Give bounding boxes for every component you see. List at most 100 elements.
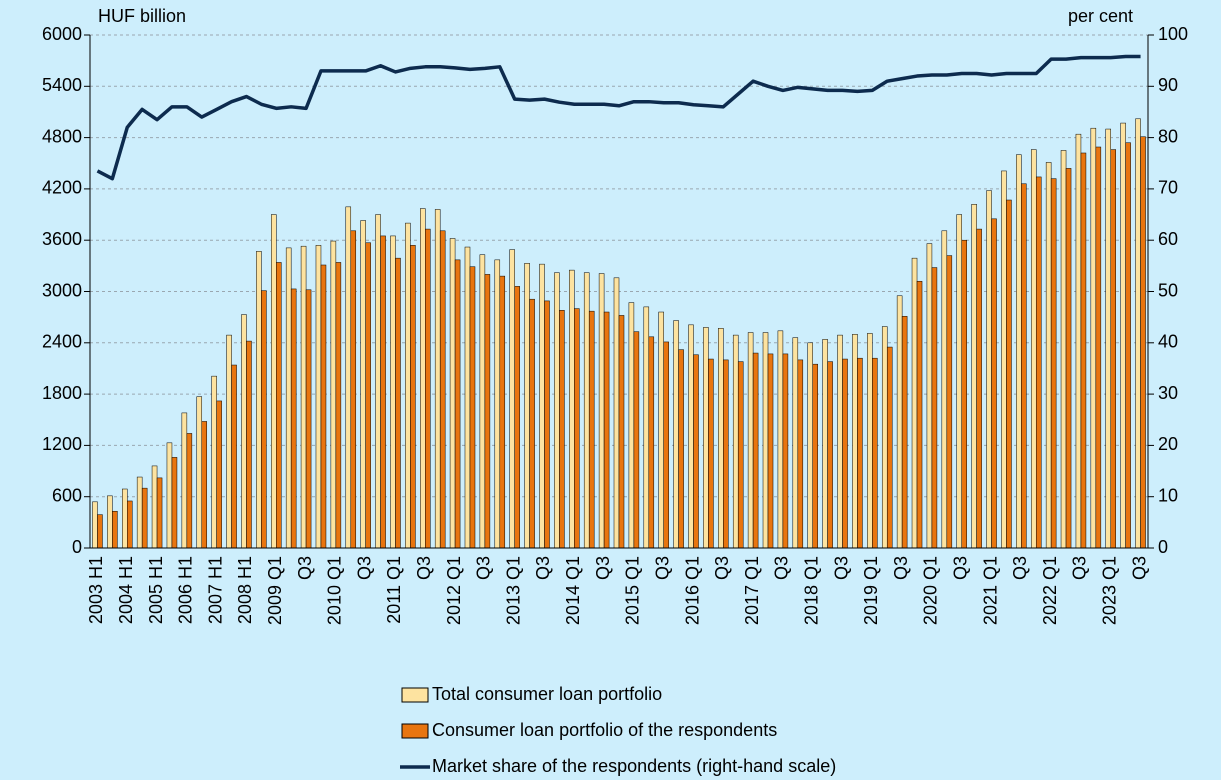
bar (961, 239, 967, 549)
bar (211, 375, 217, 549)
bar (256, 251, 262, 549)
y2-tick-label: 80 (1158, 126, 1178, 146)
bar (1021, 183, 1027, 549)
bar (797, 359, 804, 549)
bar (300, 245, 307, 549)
y-tick-label: 4200 (42, 178, 82, 198)
x-tick-label: Q3 (533, 556, 553, 580)
bar (569, 269, 575, 549)
bar (1065, 168, 1072, 549)
bar (693, 354, 699, 549)
bar (315, 245, 322, 549)
x-tick-label: Q3 (1129, 556, 1149, 580)
bar (1030, 149, 1037, 549)
x-tick-label: Q3 (712, 556, 732, 580)
bar (529, 298, 535, 549)
x-tick-label: 2008 H1 (235, 556, 255, 624)
bar (613, 277, 620, 549)
bar (1016, 154, 1022, 549)
x-tick-label: 2011 Q1 (384, 556, 404, 624)
y2-tick-label: 90 (1158, 75, 1178, 95)
x-tick-label: 2014 Q1 (563, 556, 583, 625)
bar (499, 275, 506, 549)
bar (976, 228, 982, 549)
bar (186, 433, 193, 549)
bar (732, 334, 739, 549)
y2-tick-label: 60 (1158, 229, 1178, 249)
bar (708, 358, 714, 549)
bar (434, 209, 441, 549)
x-tick-label: 2018 Q1 (801, 556, 821, 625)
bar (539, 263, 545, 549)
bar (439, 230, 446, 549)
bar (425, 228, 431, 549)
x-tick-label: 2007 H1 (205, 556, 225, 624)
bar (360, 220, 366, 549)
bar (484, 274, 491, 549)
y-tick-label: 1200 (42, 434, 82, 454)
bar (261, 290, 267, 549)
y2-tick-label: 0 (1158, 537, 1168, 557)
bar (1075, 133, 1082, 549)
bar (926, 243, 933, 549)
y2-tick-label: 70 (1158, 178, 1178, 198)
x-tick-label: 2015 Q1 (623, 556, 643, 625)
bar (583, 272, 590, 549)
bar (718, 328, 724, 549)
bar (290, 288, 297, 549)
y-tick-label: 5400 (42, 75, 82, 95)
bar (141, 487, 148, 549)
bar (156, 477, 163, 549)
bar (837, 334, 843, 549)
bar (688, 324, 694, 549)
bar (345, 206, 352, 549)
x-tick-label: 2004 H1 (116, 556, 136, 624)
y-tick-label: 3600 (42, 229, 82, 249)
legend-label: Market share of the respondents (right-h… (432, 756, 836, 776)
x-tick-label: Q3 (950, 556, 970, 580)
bar (320, 264, 327, 549)
bar (559, 310, 565, 549)
bar (1125, 142, 1131, 549)
bar (464, 246, 471, 549)
bar (842, 358, 848, 549)
x-tick-label: Q3 (414, 556, 434, 580)
bar (544, 300, 550, 549)
bar (737, 361, 744, 549)
bar (886, 346, 893, 549)
x-tick-label: Q3 (891, 556, 911, 580)
bar (1060, 150, 1067, 549)
bar (792, 337, 799, 549)
y-tick-label: 6000 (42, 24, 82, 44)
bar (181, 412, 188, 549)
x-tick-label: 2009 Q1 (265, 556, 285, 625)
bar (395, 257, 401, 549)
bar (454, 259, 461, 549)
bar (231, 364, 237, 549)
bar (1110, 149, 1116, 549)
x-tick-label: Q3 (295, 556, 315, 580)
bar (1105, 128, 1111, 549)
legend-swatch (401, 723, 429, 739)
bar (196, 396, 203, 549)
bar (330, 240, 337, 549)
bar (872, 357, 878, 549)
bar (246, 340, 252, 549)
x-tick-label: 2010 Q1 (325, 556, 345, 625)
bar (941, 230, 948, 549)
bar (931, 267, 938, 549)
x-tick-label: 2013 Q1 (503, 556, 523, 625)
y2-tick-label: 20 (1158, 434, 1178, 454)
bar (112, 510, 118, 549)
y-tick-label: 1800 (42, 383, 82, 403)
bar (867, 333, 873, 549)
bar (1090, 127, 1097, 549)
bar (390, 235, 396, 549)
x-tick-label: 2023 Q1 (1099, 556, 1119, 625)
x-tick-label: Q3 (593, 556, 613, 580)
bar (762, 332, 769, 549)
bar (524, 263, 530, 549)
x-tick-label: 2019 Q1 (861, 556, 881, 625)
bar (747, 332, 754, 549)
